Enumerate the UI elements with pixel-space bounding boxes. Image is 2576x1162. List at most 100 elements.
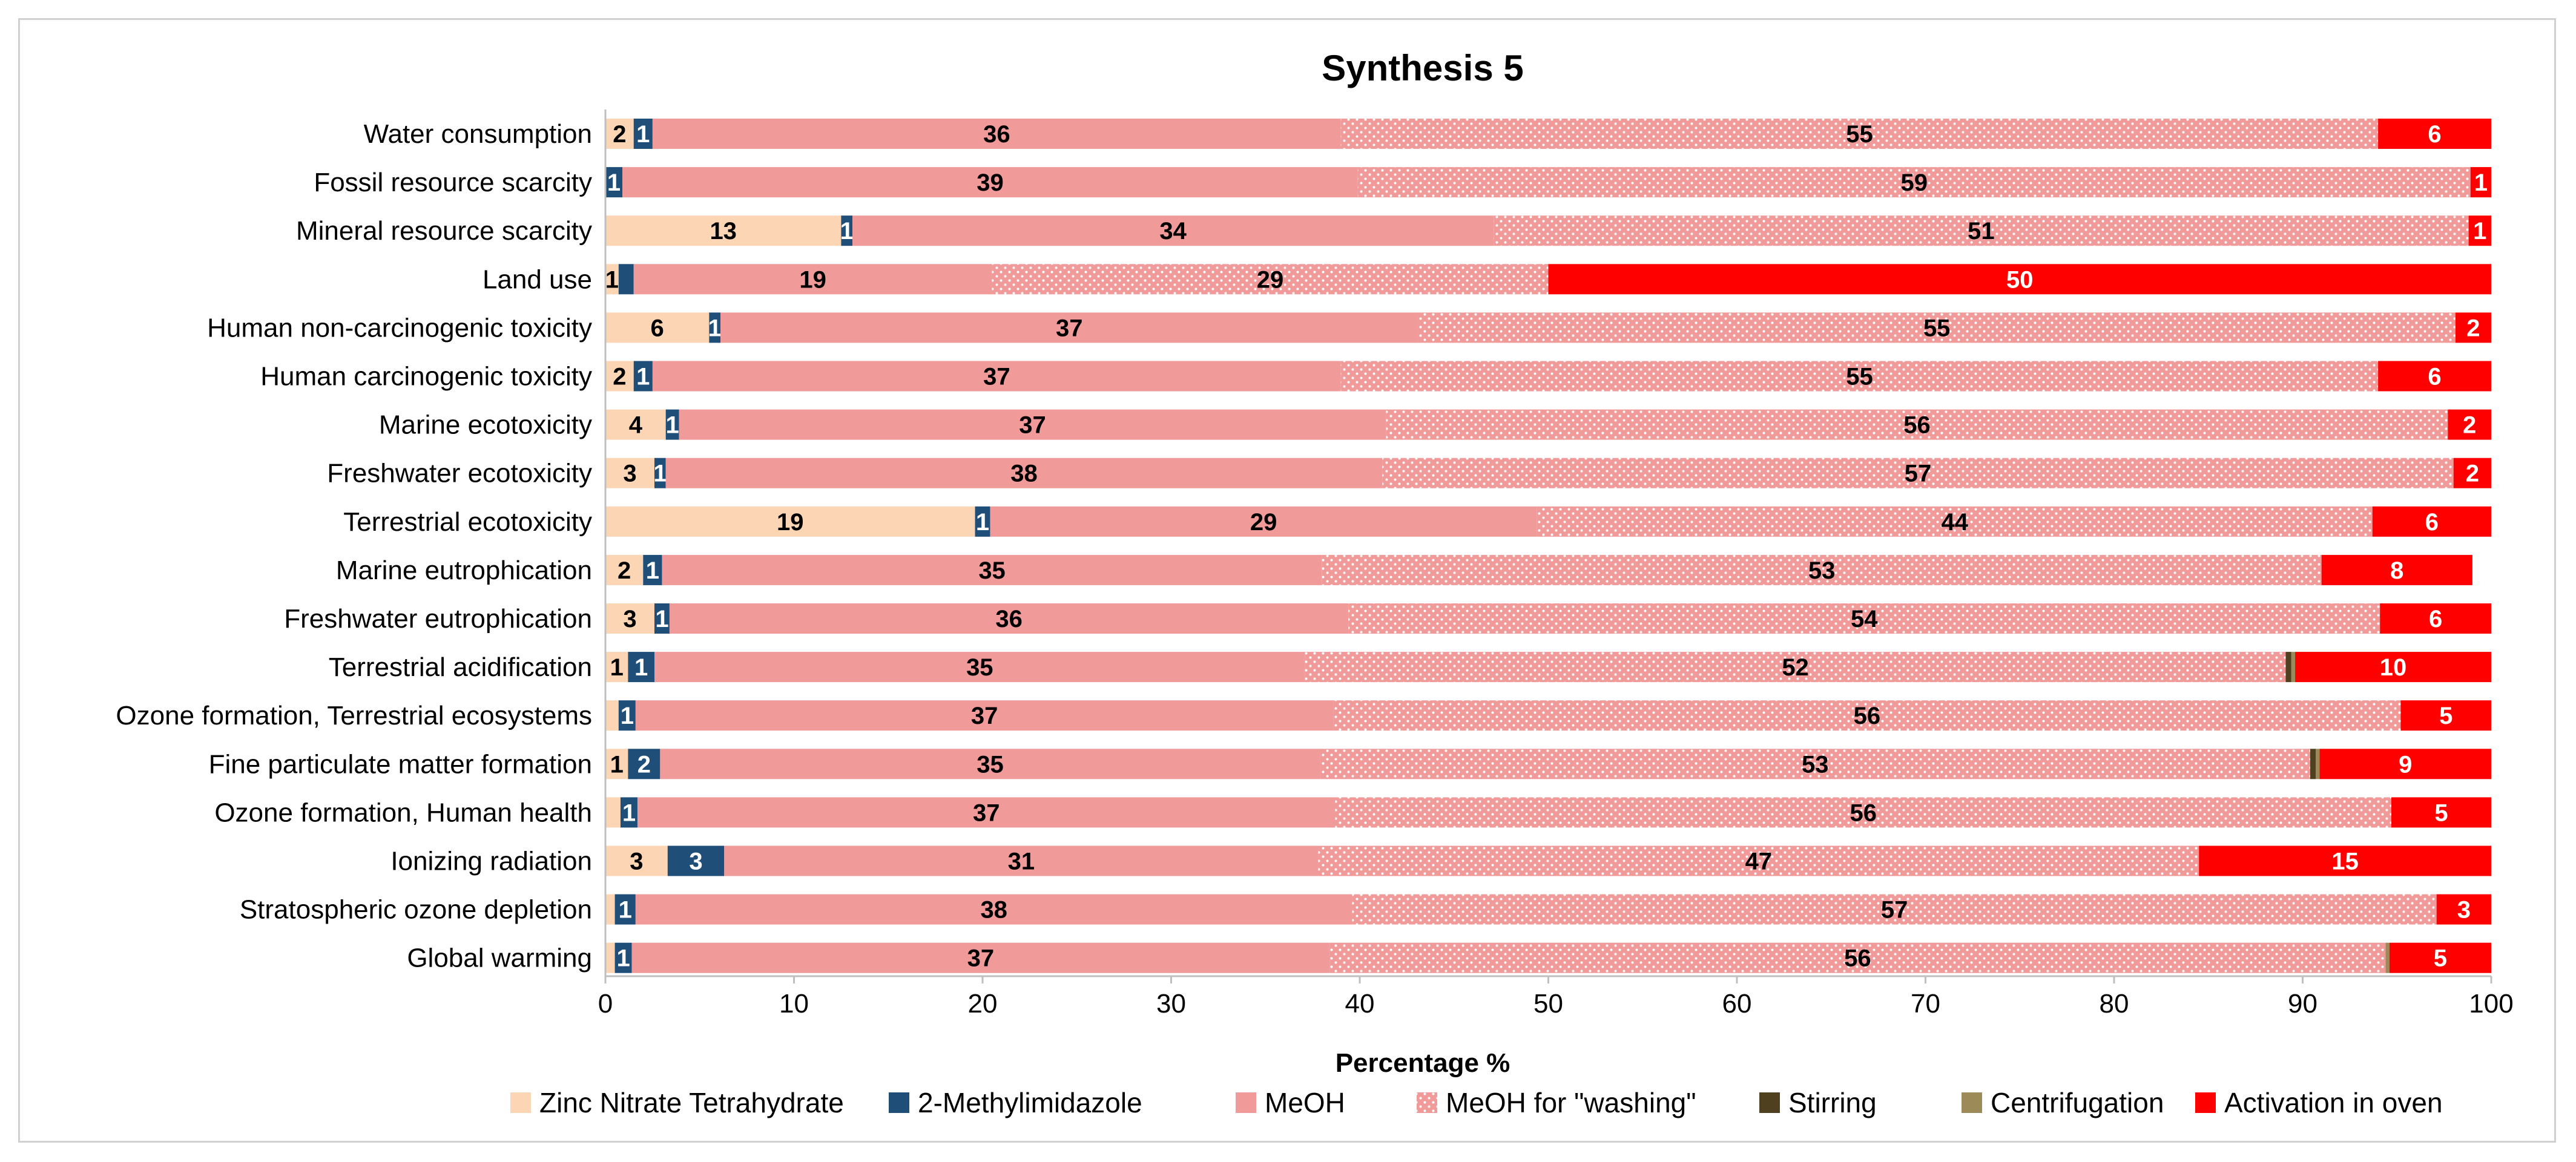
data-label-meoh-ionizing-radiation: 31 bbox=[1008, 849, 1035, 875]
legend-label-meoh-for-washing: MeOH for "washing" bbox=[1446, 1087, 1696, 1118]
x-tick-label-100: 100 bbox=[2469, 989, 2513, 1019]
data-label-2-methylimidazole-water-consumption: 1 bbox=[636, 121, 650, 148]
data-label-meoh-for-washing-marine-ecotoxicity: 56 bbox=[1903, 412, 1931, 439]
data-label-2-methylimidazole-ozone-formation-human-health: 1 bbox=[622, 799, 636, 826]
data-label-activation-in-oven-terrestrial-acidification: 10 bbox=[2380, 654, 2407, 681]
data-label-2-methylimidazole-freshwater-eutrophication: 1 bbox=[655, 606, 668, 632]
x-tick-label-0: 0 bbox=[598, 989, 613, 1019]
data-label-meoh-for-washing-ozone-formation-human-health: 56 bbox=[1850, 799, 1877, 826]
data-label-meoh-for-washing-freshwater-ecotoxicity: 57 bbox=[1905, 461, 1932, 487]
category-label-terrestrial-acidification: Terrestrial acidification bbox=[329, 652, 592, 682]
bar-meoh-for-washing-freshwater-ecotoxicity bbox=[1382, 458, 2454, 488]
bar-meoh-human-non-carcinogenic-toxicity bbox=[720, 312, 1418, 343]
bar-zinc-nitrate-tetrahydrate-terrestrial-ecotoxicity bbox=[605, 506, 975, 537]
bar-meoh-for-washing-marine-eutrophication bbox=[1322, 554, 2322, 585]
x-tick-label-90: 90 bbox=[2288, 989, 2317, 1019]
data-label-zinc-nitrate-tetrahydrate-terrestrial-ecotoxicity: 19 bbox=[777, 509, 804, 536]
bar-meoh-for-washing-marine-ecotoxicity bbox=[1386, 409, 2448, 440]
bar-activation-in-oven-marine-eutrophication bbox=[2321, 554, 2472, 585]
bar-meoh-for-washing-global-warming bbox=[1329, 942, 2386, 973]
data-label-activation-in-oven-marine-ecotoxicity: 2 bbox=[2463, 412, 2476, 439]
legend-swatch-stirring bbox=[1759, 1092, 1780, 1113]
data-label-activation-in-oven-ozone-formation-human-health: 5 bbox=[2434, 799, 2448, 826]
bar-2-methylimidazole-human-non-carcinogenic-toxicity bbox=[709, 312, 721, 343]
data-label-meoh-for-washing-ionizing-radiation: 47 bbox=[1745, 849, 1773, 875]
chart-frame: Synthesis 5 2 1 36 55 6 1 39 59 1 13 1 34 51 1 1 19 29 50… bbox=[18, 18, 2556, 1143]
data-label-activation-in-oven-fine-particulate-matter-formation: 9 bbox=[2399, 751, 2412, 778]
bar-meoh-stratospheric-ozone-depletion bbox=[635, 894, 1352, 925]
data-label-2-methylimidazole-terrestrial-ecotoxicity: 1 bbox=[976, 509, 989, 536]
data-label-zinc-nitrate-tetrahydrate-ionizing-radiation: 3 bbox=[630, 849, 643, 875]
category-label-marine-ecotoxicity: Marine ecotoxicity bbox=[379, 410, 592, 440]
data-label-zinc-nitrate-tetrahydrate-fine-particulate-matter-formation: 1 bbox=[610, 751, 624, 778]
x-axis: 0 10 20 30 40 50 60 70 80 90 100 bbox=[598, 109, 2514, 1019]
bar-2-methylimidazole-fossil-resource-scarcity bbox=[605, 167, 623, 198]
bar-zinc-nitrate-tetrahydrate-stratospheric-ozone-depletion bbox=[605, 894, 615, 925]
bar-zinc-nitrate-tetrahydrate-freshwater-ecotoxicity bbox=[605, 458, 654, 488]
bar-meoh-for-washing-terrestrial-acidification bbox=[1305, 652, 2286, 683]
data-label-zinc-nitrate-tetrahydrate-human-carcinogenic-toxicity: 2 bbox=[613, 364, 626, 390]
data-label-meoh-human-non-carcinogenic-toxicity: 37 bbox=[1056, 315, 1083, 341]
data-label-meoh-for-washing-terrestrial-acidification: 52 bbox=[1782, 654, 1809, 681]
data-label-activation-in-oven-stratospheric-ozone-depletion: 3 bbox=[2457, 897, 2471, 924]
bar-centrifugation-terrestrial-acidification bbox=[2291, 652, 2296, 683]
bar-zinc-nitrate-tetrahydrate-marine-eutrophication bbox=[605, 554, 644, 585]
category-label-human-non-carcinogenic-toxicity: Human non-carcinogenic toxicity bbox=[207, 313, 592, 343]
data-label-2-methylimidazole-terrestrial-acidification: 1 bbox=[634, 654, 648, 681]
data-label-meoh-ozone-formation-human-health: 37 bbox=[973, 799, 1000, 826]
bar-meoh-marine-ecotoxicity bbox=[679, 409, 1386, 440]
legend-label-stirring: Stirring bbox=[1788, 1087, 1877, 1118]
x-tick-label-10: 10 bbox=[779, 989, 809, 1019]
data-label-meoh-for-washing-freshwater-eutrophication: 54 bbox=[1851, 606, 1878, 632]
data-label-meoh-marine-eutrophication: 35 bbox=[978, 557, 1006, 584]
bar-activation-in-oven-marine-ecotoxicity bbox=[2448, 409, 2491, 440]
legend-swatch-centrifugation bbox=[1962, 1092, 1982, 1113]
data-label-2-methylimidazole-human-non-carcinogenic-toxicity: 1 bbox=[708, 315, 722, 341]
data-label-activation-in-oven-terrestrial-ecotoxicity: 6 bbox=[2425, 509, 2439, 536]
data-label-zinc-nitrate-tetrahydrate-mineral-resource-scarcity: 13 bbox=[710, 218, 737, 245]
bar-zinc-nitrate-tetrahydrate-terrestrial-acidification bbox=[605, 652, 628, 683]
data-label-meoh-stratospheric-ozone-depletion: 38 bbox=[980, 897, 1007, 924]
bar-2-methylimidazole-mineral-resource-scarcity bbox=[841, 215, 853, 246]
data-label-activation-in-oven-freshwater-eutrophication: 6 bbox=[2429, 606, 2442, 632]
legend-label-2-methylimidazole: 2-Methylimidazole bbox=[918, 1087, 1142, 1118]
data-label-activation-in-oven-human-carcinogenic-toxicity: 6 bbox=[2428, 364, 2441, 390]
category-label-fine-particulate-matter-formation: Fine particulate matter formation bbox=[209, 749, 592, 779]
bar-zinc-nitrate-tetrahydrate-fine-particulate-matter-formation bbox=[605, 749, 628, 780]
bar-meoh-human-carcinogenic-toxicity bbox=[652, 361, 1341, 392]
data-label-meoh-for-washing-fine-particulate-matter-formation: 53 bbox=[1802, 751, 1829, 778]
bar-2-methylimidazole-freshwater-ecotoxicity bbox=[654, 458, 666, 488]
bar-meoh-for-washing-human-carcinogenic-toxicity bbox=[1340, 361, 2379, 392]
data-label-2-methylimidazole-marine-eutrophication: 1 bbox=[646, 557, 659, 584]
data-label-meoh-water-consumption: 36 bbox=[983, 121, 1010, 148]
bar-activation-in-oven-ionizing-radiation bbox=[2199, 845, 2491, 876]
data-label-meoh-terrestrial-acidification: 35 bbox=[966, 654, 993, 681]
category-label-ozone-formation-human-health: Ozone formation, Human health bbox=[214, 798, 592, 827]
bar-zinc-nitrate-tetrahydrate-human-carcinogenic-toxicity bbox=[605, 361, 634, 392]
data-label-meoh-fine-particulate-matter-formation: 35 bbox=[977, 751, 1004, 778]
data-label-meoh-for-washing-global-warming: 56 bbox=[1844, 945, 1871, 972]
category-label-mineral-resource-scarcity: Mineral resource scarcity bbox=[296, 216, 592, 246]
data-label-meoh-for-washing-marine-eutrophication: 53 bbox=[1808, 557, 1836, 584]
data-label-meoh-fossil-resource-scarcity: 39 bbox=[977, 169, 1004, 196]
bar-stirring-terrestrial-acidification bbox=[2285, 652, 2291, 683]
chart-svg: Synthesis 5 2 1 36 55 61 39 59 113 1 34 51 11 19 29 50… bbox=[116, 48, 2514, 1118]
bar-zinc-nitrate-tetrahydrate-ozone-formation-human-health bbox=[605, 797, 621, 828]
data-label-meoh-for-washing-stratospheric-ozone-depletion: 57 bbox=[1881, 897, 1908, 924]
legend: Zinc Nitrate Tetrahydrate 2-Methylimidazo… bbox=[510, 1087, 2443, 1118]
legend-swatch-meoh-for-washing bbox=[1417, 1092, 1437, 1113]
bar-stirring-fine-particulate-matter-formation bbox=[2310, 749, 2316, 780]
bar-meoh-water-consumption bbox=[652, 119, 1341, 149]
bar-meoh-for-washing-land-use bbox=[992, 264, 1549, 295]
category-label-global-warming: Global warming bbox=[407, 944, 592, 973]
data-label-meoh-global-warming: 37 bbox=[967, 945, 995, 972]
data-label-meoh-mineral-resource-scarcity: 34 bbox=[1159, 218, 1187, 245]
legend-label-activation-in-oven: Activation in oven bbox=[2224, 1087, 2443, 1118]
category-label-human-carcinogenic-toxicity: Human carcinogenic toxicity bbox=[260, 362, 592, 392]
x-tick-label-50: 50 bbox=[1533, 989, 1563, 1019]
bar-zinc-nitrate-tetrahydrate-global-warming bbox=[605, 942, 615, 973]
data-label-activation-in-oven-land-use: 50 bbox=[2006, 266, 2034, 293]
bar-meoh-fine-particulate-matter-formation bbox=[660, 749, 1320, 780]
bar-2-methylimidazole-global-warming bbox=[614, 942, 632, 973]
bar-meoh-for-washing-ozone-formation-terrestrial-ecosystems bbox=[1333, 700, 2401, 731]
